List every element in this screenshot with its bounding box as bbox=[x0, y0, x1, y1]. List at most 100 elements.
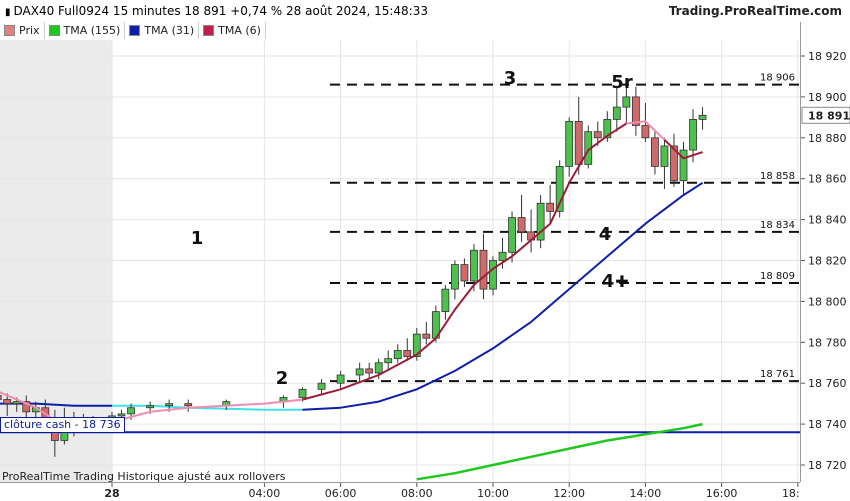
candle-body bbox=[660, 145, 669, 167]
price-tick-label: 18 720 bbox=[808, 459, 847, 472]
price-tick-label: 18 920 bbox=[808, 50, 847, 63]
candle-body bbox=[403, 350, 412, 358]
tma31-path-b bbox=[302, 181, 704, 411]
candle-body bbox=[517, 217, 526, 233]
candle-body bbox=[498, 251, 507, 261]
candle-body bbox=[12, 401, 21, 405]
candle-body bbox=[184, 403, 193, 407]
price-swatch-icon bbox=[4, 25, 15, 36]
candle-body bbox=[593, 131, 602, 139]
last-price-box bbox=[801, 106, 850, 124]
tma6-swatch-icon bbox=[203, 25, 215, 36]
candle-body bbox=[355, 368, 364, 376]
candle-body bbox=[165, 403, 174, 407]
legend-item-tma155[interactable]: TMA (155) bbox=[45, 22, 126, 39]
instrument-icon: ▮ bbox=[5, 7, 11, 18]
price-tick-label: 18 840 bbox=[808, 214, 847, 227]
price-tick-label: 18 740 bbox=[808, 418, 847, 431]
price-tick-label: 18 860 bbox=[808, 173, 847, 186]
candle-body bbox=[422, 333, 431, 339]
tma6-path-f bbox=[663, 139, 703, 160]
candle-body bbox=[536, 202, 545, 241]
candle-body bbox=[622, 96, 631, 108]
candle-body bbox=[146, 405, 155, 409]
candle-body bbox=[574, 121, 583, 165]
tma155-swatch-icon bbox=[48, 25, 60, 36]
cash-close-label: clôture cash - 18 736 bbox=[0, 417, 125, 434]
tma31-swatch-icon bbox=[129, 25, 141, 36]
candle-body bbox=[460, 264, 469, 282]
candle-body bbox=[689, 118, 697, 151]
candle-body bbox=[508, 217, 516, 253]
time-tick-label: 16:00 bbox=[706, 487, 738, 500]
time-tick-label: 18:00 bbox=[782, 487, 800, 500]
tma6-path-e bbox=[626, 120, 666, 141]
candle-body bbox=[22, 401, 31, 413]
footer-note: ProRealTime Trading Historique ajusté au… bbox=[2, 470, 286, 483]
candle-body bbox=[470, 249, 478, 282]
level-label: 18 761 bbox=[760, 369, 795, 380]
candle-body bbox=[336, 374, 345, 384]
price-tick-label: 18 760 bbox=[808, 377, 847, 390]
time-axis[interactable]: 20:002804:0006:0008:0010:0012:0014:0016:… bbox=[0, 482, 800, 501]
candle-body bbox=[298, 388, 307, 398]
candle-body bbox=[555, 166, 564, 212]
level-label: 18 834 bbox=[760, 220, 795, 231]
level-label: 18 809 bbox=[760, 271, 795, 282]
candle-body bbox=[546, 202, 555, 212]
candle-body bbox=[0, 395, 2, 400]
price-tick-label: 18 820 bbox=[808, 255, 847, 268]
time-tick-label: 28 bbox=[104, 487, 119, 500]
time-tick-label: 06:00 bbox=[325, 487, 357, 500]
time-tick-label: 04:00 bbox=[249, 487, 281, 500]
last-price-label: 18 891 bbox=[808, 109, 850, 122]
tma6-path-d bbox=[302, 122, 627, 401]
candle-body bbox=[365, 368, 374, 374]
candle-body bbox=[3, 399, 12, 405]
price-chart-plot[interactable]: 18 906 18 858 18 834 18 809 18 761 1 2 3 4 4 5r ✚ bbox=[0, 40, 800, 482]
time-tick-label: 10:00 bbox=[477, 487, 509, 500]
time-tick-label: 08:00 bbox=[401, 487, 433, 500]
tma155-line bbox=[416, 422, 703, 481]
candle-body bbox=[612, 106, 621, 120]
price-tick-label: 18 780 bbox=[808, 336, 847, 349]
chart-header: ▮ DAX40 Full0924 15 minutes 18 891 +0,74 … bbox=[0, 0, 850, 22]
candle-body bbox=[651, 137, 659, 167]
candle-body bbox=[641, 125, 650, 139]
indicator-legend: Prix TMA (155) TMA (31) TMA (6) bbox=[0, 22, 266, 39]
candle-body bbox=[441, 288, 450, 313]
support-resistance-levels: 18 906 18 858 18 834 18 809 18 761 bbox=[330, 73, 800, 383]
candle-body bbox=[603, 118, 612, 139]
candle-body bbox=[450, 264, 459, 290]
annotation-label: 2 bbox=[276, 368, 289, 389]
candlesticks bbox=[0, 84, 707, 457]
annotation-label: 4 bbox=[599, 224, 612, 245]
brand-label: Trading.ProRealTime.com bbox=[668, 4, 842, 18]
time-tick-label: 14:00 bbox=[630, 487, 662, 500]
legend-item-tma31[interactable]: TMA (31) bbox=[125, 22, 200, 39]
crosshair-icon: ✚ bbox=[615, 272, 628, 291]
candle-body bbox=[393, 350, 402, 360]
annotation-label: 3 bbox=[504, 68, 517, 89]
level-label: 18 906 bbox=[760, 73, 795, 84]
legend-item-tma6[interactable]: TMA (6) bbox=[199, 22, 266, 39]
chart-title: ▮ DAX40 Full0924 15 minutes 18 891 +0,74 … bbox=[5, 4, 428, 18]
legend-item-price[interactable]: Prix bbox=[0, 22, 45, 39]
tma6-path-c bbox=[111, 398, 303, 424]
price-tick-label: 18 880 bbox=[808, 132, 847, 145]
candle-body bbox=[117, 413, 126, 417]
candle-body bbox=[127, 407, 135, 415]
price-axis[interactable]: 18 720 18 740 18 760 18 780 18 800 18 820 18 8… bbox=[800, 22, 850, 482]
time-tick-label: 12:00 bbox=[553, 487, 585, 500]
level-label: 18 858 bbox=[760, 171, 795, 182]
candle-body bbox=[631, 96, 640, 126]
price-tick-label: 18 900 bbox=[808, 91, 847, 104]
candle-body bbox=[565, 121, 574, 167]
grid-lines bbox=[0, 40, 800, 482]
candle-body bbox=[489, 260, 497, 290]
candle-body bbox=[317, 382, 326, 390]
candle-body bbox=[384, 358, 393, 364]
candle-body bbox=[679, 149, 688, 182]
candle-body bbox=[670, 145, 678, 182]
candle-body bbox=[412, 333, 421, 358]
